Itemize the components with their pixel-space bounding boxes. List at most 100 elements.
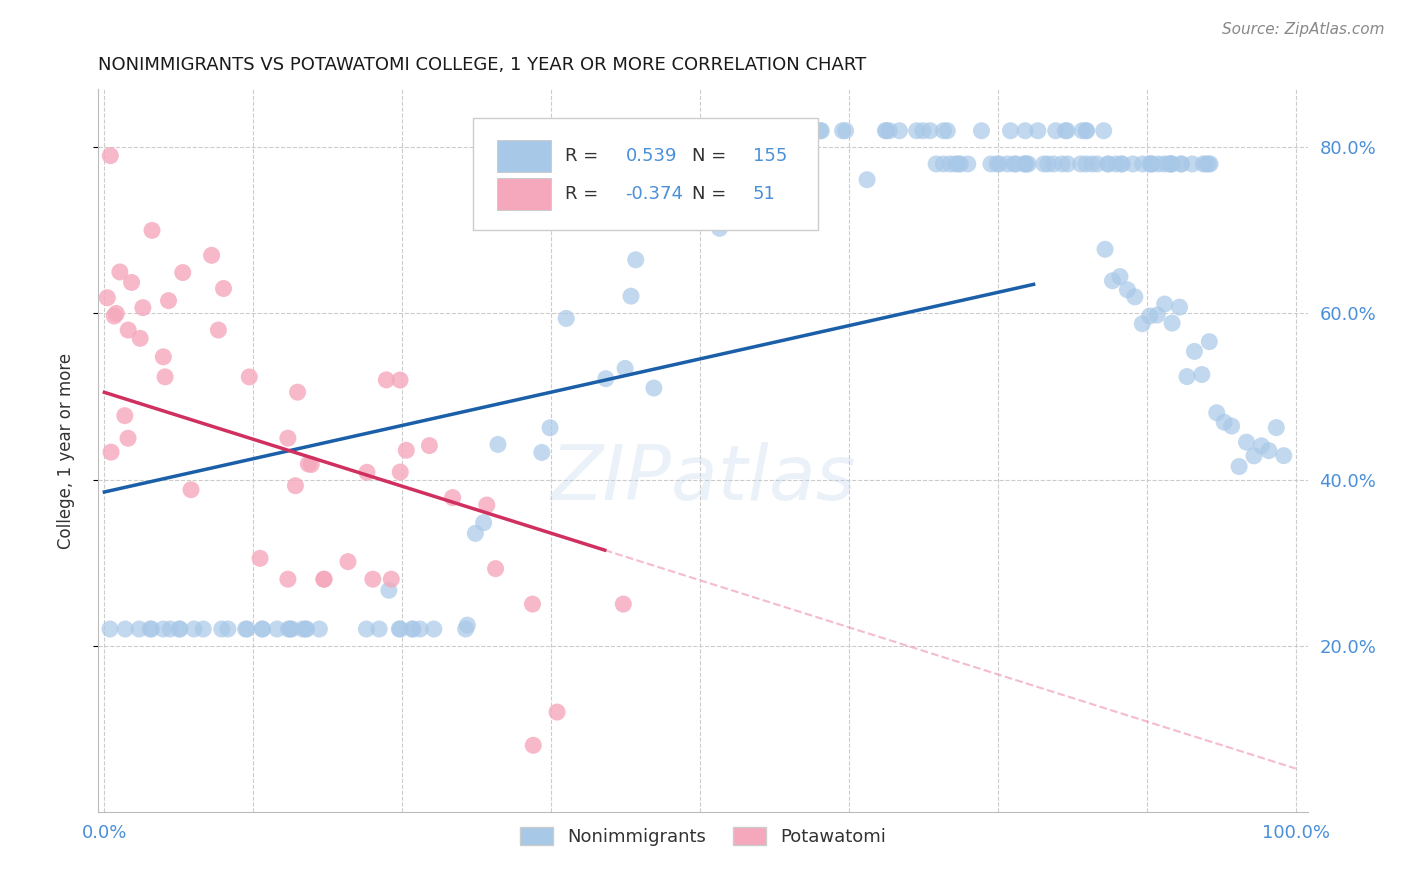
- Text: R =: R =: [565, 147, 605, 165]
- Point: [624, 252, 647, 267]
- FancyBboxPatch shape: [474, 118, 818, 230]
- Point: [249, 551, 271, 566]
- Point: [1026, 124, 1049, 138]
- Text: 0.539: 0.539: [626, 147, 678, 165]
- Point: [949, 157, 972, 171]
- Point: [1071, 124, 1094, 138]
- Point: [555, 311, 578, 326]
- Point: [856, 172, 879, 186]
- Point: [1105, 157, 1128, 171]
- Text: ZIPatlas: ZIPatlas: [550, 442, 856, 516]
- Text: 51: 51: [752, 185, 776, 203]
- Point: [295, 622, 318, 636]
- Point: [1227, 459, 1250, 474]
- Point: [997, 157, 1019, 171]
- Point: [159, 622, 181, 636]
- Point: [699, 211, 721, 225]
- Point: [1140, 157, 1163, 171]
- Point: [389, 622, 412, 636]
- Point: [1014, 157, 1036, 171]
- Point: [103, 309, 125, 323]
- Point: [1198, 334, 1220, 349]
- Point: [1097, 157, 1119, 171]
- Point: [1272, 449, 1295, 463]
- Point: [472, 516, 495, 530]
- Point: [284, 479, 307, 493]
- Point: [905, 124, 928, 138]
- Point: [1265, 420, 1288, 434]
- Point: [1168, 300, 1191, 314]
- Point: [356, 622, 378, 636]
- Point: [211, 622, 233, 636]
- Point: [180, 483, 202, 497]
- Point: [368, 622, 391, 636]
- Point: [1197, 157, 1219, 171]
- Point: [612, 597, 634, 611]
- Point: [1070, 157, 1092, 171]
- Point: [100, 445, 122, 459]
- Point: [530, 445, 553, 459]
- Point: [948, 157, 970, 171]
- Point: [1045, 124, 1067, 138]
- Point: [1014, 124, 1036, 138]
- Point: [810, 124, 832, 138]
- Point: [108, 265, 131, 279]
- Point: [252, 622, 274, 636]
- Point: [1092, 124, 1115, 138]
- Point: [1170, 157, 1192, 171]
- Point: [378, 583, 401, 598]
- Point: [423, 622, 446, 636]
- Point: [1236, 435, 1258, 450]
- Point: [945, 157, 967, 171]
- Point: [522, 597, 544, 611]
- Point: [1170, 157, 1192, 171]
- Point: [152, 350, 174, 364]
- Point: [1160, 157, 1182, 171]
- Point: [141, 622, 163, 636]
- Point: [1160, 157, 1182, 171]
- Point: [287, 385, 309, 400]
- Point: [546, 705, 568, 719]
- Point: [1132, 157, 1154, 171]
- Point: [128, 622, 150, 636]
- Point: [970, 124, 993, 138]
- Text: NONIMMIGRANTS VS POTAWATOMI COLLEGE, 1 YEAR OR MORE CORRELATION CHART: NONIMMIGRANTS VS POTAWATOMI COLLEGE, 1 Y…: [98, 56, 866, 74]
- Point: [693, 143, 716, 157]
- Point: [786, 124, 808, 138]
- Point: [1191, 368, 1213, 382]
- Point: [401, 622, 423, 636]
- Point: [356, 465, 378, 479]
- Point: [980, 157, 1002, 171]
- Point: [299, 458, 322, 472]
- Point: [925, 157, 948, 171]
- Point: [1146, 308, 1168, 322]
- Point: [96, 291, 118, 305]
- Point: [831, 124, 853, 138]
- Point: [643, 381, 665, 395]
- Point: [1250, 439, 1272, 453]
- Point: [475, 498, 498, 512]
- Point: [308, 622, 330, 636]
- Point: [336, 555, 359, 569]
- Point: [1074, 157, 1097, 171]
- Point: [1161, 316, 1184, 330]
- Point: [238, 370, 260, 384]
- Point: [986, 157, 1008, 171]
- Point: [1123, 290, 1146, 304]
- Text: N =: N =: [692, 185, 733, 203]
- Point: [312, 572, 335, 586]
- Point: [141, 223, 163, 237]
- Point: [920, 124, 942, 138]
- Point: [522, 739, 544, 753]
- Point: [486, 437, 509, 451]
- Point: [361, 572, 384, 586]
- Point: [169, 622, 191, 636]
- Point: [1147, 157, 1170, 171]
- Point: [117, 431, 139, 445]
- Point: [1195, 157, 1218, 171]
- Point: [380, 572, 402, 586]
- Point: [614, 361, 637, 376]
- Point: [763, 157, 786, 171]
- Point: [1094, 242, 1116, 256]
- Point: [236, 622, 259, 636]
